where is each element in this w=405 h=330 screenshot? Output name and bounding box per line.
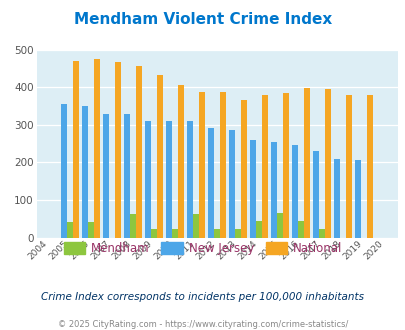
Bar — [73, 61, 79, 238]
Bar — [318, 229, 324, 238]
Bar — [94, 59, 100, 238]
Legend: Mendham, New Jersey, National: Mendham, New Jersey, National — [59, 237, 346, 260]
Bar — [303, 88, 309, 238]
Bar — [198, 92, 205, 238]
Bar — [145, 120, 151, 238]
Bar — [208, 128, 214, 238]
Bar — [82, 106, 88, 238]
Bar — [313, 151, 318, 238]
Bar — [220, 92, 226, 238]
Bar — [282, 93, 288, 238]
Bar — [271, 142, 277, 238]
Text: © 2025 CityRating.com - https://www.cityrating.com/crime-statistics/: © 2025 CityRating.com - https://www.city… — [58, 320, 347, 329]
Bar — [178, 85, 183, 238]
Bar — [324, 89, 330, 238]
Bar — [151, 229, 157, 238]
Bar — [115, 61, 121, 238]
Bar — [157, 75, 162, 238]
Text: Crime Index corresponds to incidents per 100,000 inhabitants: Crime Index corresponds to incidents per… — [41, 292, 364, 302]
Bar — [103, 114, 109, 238]
Bar — [256, 221, 262, 238]
Bar — [88, 222, 94, 238]
Bar — [187, 121, 193, 238]
Bar — [124, 114, 130, 238]
Bar — [166, 121, 172, 238]
Bar — [172, 229, 178, 238]
Bar — [241, 100, 246, 238]
Bar — [229, 130, 234, 238]
Bar — [193, 214, 198, 238]
Bar — [366, 95, 372, 238]
Text: Mendham Violent Crime Index: Mendham Violent Crime Index — [74, 12, 331, 26]
Bar — [292, 145, 298, 238]
Bar — [334, 159, 339, 238]
Bar — [354, 160, 360, 238]
Bar — [61, 104, 67, 238]
Bar — [277, 213, 282, 238]
Bar — [67, 222, 73, 238]
Bar — [345, 95, 351, 238]
Bar — [262, 95, 267, 238]
Bar — [298, 221, 303, 238]
Bar — [234, 229, 241, 238]
Bar — [214, 229, 220, 238]
Bar — [130, 214, 136, 238]
Bar — [250, 140, 256, 238]
Bar — [136, 66, 142, 238]
